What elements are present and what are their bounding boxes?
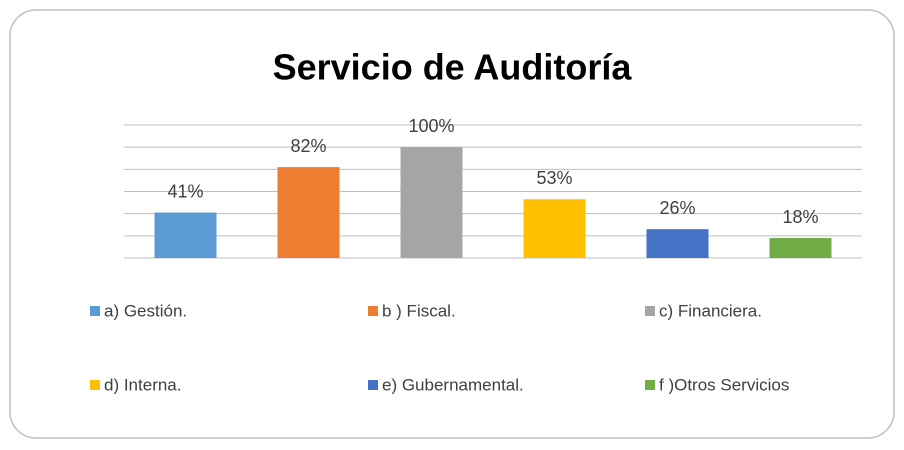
- legend-swatch: [645, 306, 655, 316]
- bar: [523, 199, 586, 258]
- legend-swatch: [368, 380, 378, 390]
- legend-label: b ) Fiscal.: [382, 301, 456, 320]
- data-label: 41%: [167, 181, 203, 201]
- legend-label: d) Interna.: [104, 375, 182, 394]
- bar: [646, 229, 709, 258]
- data-label: 100%: [408, 116, 454, 136]
- legend-swatch: [90, 306, 100, 316]
- bar: [154, 212, 217, 258]
- legend-swatch: [90, 380, 100, 390]
- chart-title: Servicio de Auditoría: [273, 47, 633, 88]
- data-label: 18%: [782, 207, 818, 227]
- legend-swatch: [368, 306, 378, 316]
- legend-label: f )Otros Servicios: [659, 375, 789, 394]
- data-label: 53%: [536, 168, 572, 188]
- legend-swatch: [645, 380, 655, 390]
- data-label: 82%: [290, 136, 326, 156]
- data-label: 26%: [659, 198, 695, 218]
- legend-label: c) Financiera.: [659, 301, 762, 320]
- legend-label: a) Gestión.: [104, 301, 187, 320]
- bar: [277, 167, 340, 258]
- bar: [769, 238, 832, 258]
- bar: [400, 147, 463, 258]
- legend-label: e) Gubernamental.: [382, 375, 524, 394]
